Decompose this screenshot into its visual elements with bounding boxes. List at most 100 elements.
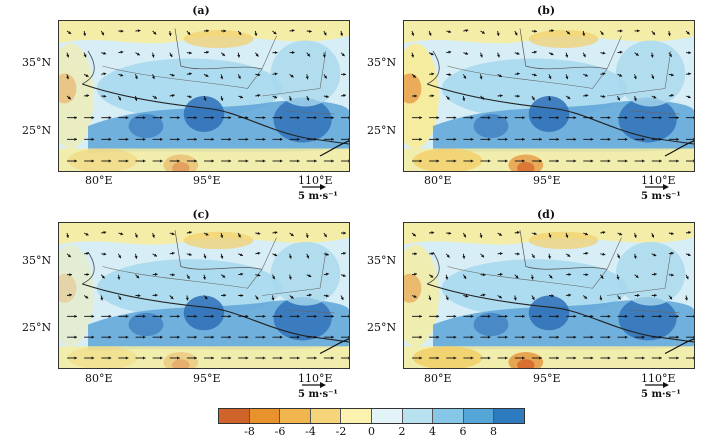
wind-vector [221, 116, 232, 120]
wind-vector [634, 335, 645, 339]
wind-vector [668, 52, 673, 58]
wind-vector [186, 356, 197, 360]
wind-vector [617, 314, 628, 318]
wind-vector [100, 274, 105, 279]
wind-vector [462, 95, 466, 102]
wind-vector [186, 274, 190, 280]
map [58, 222, 350, 369]
wind-vector [651, 253, 657, 257]
wind-vector [463, 29, 469, 33]
colorbar-cell [341, 409, 372, 423]
wind-vector [429, 159, 440, 163]
lon-tick-110e: 110°E [641, 174, 676, 187]
lon-tick-80e: 80°E [85, 372, 113, 385]
wind-vector [462, 274, 467, 280]
wind-vector [633, 232, 637, 238]
wind-vector [668, 159, 679, 163]
wind-vector [323, 232, 328, 238]
wind-vector [84, 116, 95, 120]
wind-vector [668, 251, 674, 255]
panel-label: (c) [192, 208, 210, 221]
wind-vector [152, 159, 163, 163]
wind-vector [341, 159, 349, 163]
wind-vector [340, 52, 345, 57]
wind-vector [101, 335, 112, 339]
wind-vector [583, 116, 594, 120]
wind-vector [514, 274, 519, 279]
wind-vector [686, 116, 694, 120]
wind-vector [100, 30, 105, 36]
wind-vector [463, 137, 474, 141]
wind-vector [272, 335, 283, 339]
wind-vector [186, 116, 197, 120]
wind-vector [617, 253, 620, 259]
wind-vector [117, 295, 122, 300]
wind-vector [600, 159, 611, 163]
wind-vector [462, 74, 467, 79]
wind-vector [651, 159, 662, 163]
wind-vector [341, 137, 349, 141]
wind-vector [514, 30, 518, 36]
wind-vector [135, 29, 141, 33]
wind-vector [118, 335, 129, 339]
wind-vector [617, 335, 628, 339]
colorbar-cell [494, 409, 524, 423]
wind-vector [480, 95, 485, 100]
wind-vector [651, 232, 655, 238]
wind-vector [340, 72, 347, 76]
wind-vector [412, 159, 422, 163]
panel-label: (b) [536, 4, 556, 17]
lon-tick-80e: 80°E [85, 174, 113, 187]
wind-vector [203, 295, 208, 300]
wind-vector [684, 295, 688, 301]
wind-vector [651, 272, 657, 276]
colorbar-label: 6 [459, 425, 467, 438]
wind-vector [220, 274, 226, 278]
wind-vector [238, 95, 244, 99]
wind-vector [549, 159, 559, 163]
wind-vector [237, 30, 242, 36]
wind-vector [272, 356, 283, 360]
wind-vector [600, 314, 611, 318]
wind-vector [479, 232, 483, 238]
wind-vector [549, 314, 559, 318]
wind-vector [67, 335, 77, 339]
wind-vector [340, 231, 347, 235]
wind-vector [548, 274, 553, 279]
wind-vector [530, 274, 534, 280]
wind-vector [238, 356, 249, 360]
wind-vector [288, 274, 292, 280]
wind-vector [255, 159, 266, 163]
wind-vector [186, 30, 191, 36]
wind-vector [272, 231, 278, 235]
wind-vector [412, 335, 422, 339]
wind-vector [152, 253, 158, 257]
wind-vector [411, 252, 418, 256]
wind-vector [497, 252, 503, 256]
wind-vector [118, 356, 129, 360]
wind-vector [84, 94, 90, 98]
wind-vector [617, 159, 628, 163]
wind-vector [600, 231, 606, 235]
wind-vector [617, 95, 620, 101]
wind-vector [272, 72, 278, 76]
wind-vector [685, 72, 692, 76]
wind-vector [633, 253, 637, 259]
wind-vector [237, 74, 241, 80]
wind-vector [220, 74, 224, 80]
wind-vector [480, 293, 486, 297]
wind-vector [548, 74, 552, 80]
wind-vector [462, 253, 466, 259]
colorbar-label: 2 [398, 425, 406, 438]
wind-vector [566, 159, 577, 163]
wind-vector [617, 29, 623, 33]
ref-vector-label: 5 m·s⁻¹ [298, 389, 338, 400]
wind-vector [429, 335, 440, 339]
wind-vector [323, 94, 329, 99]
wind-vector [445, 95, 450, 101]
wind-vector [186, 137, 197, 141]
wind-vector [514, 159, 525, 163]
wind-vector [600, 30, 604, 36]
wind-vector [617, 137, 628, 141]
lon-tick-110e: 110°E [298, 174, 333, 187]
